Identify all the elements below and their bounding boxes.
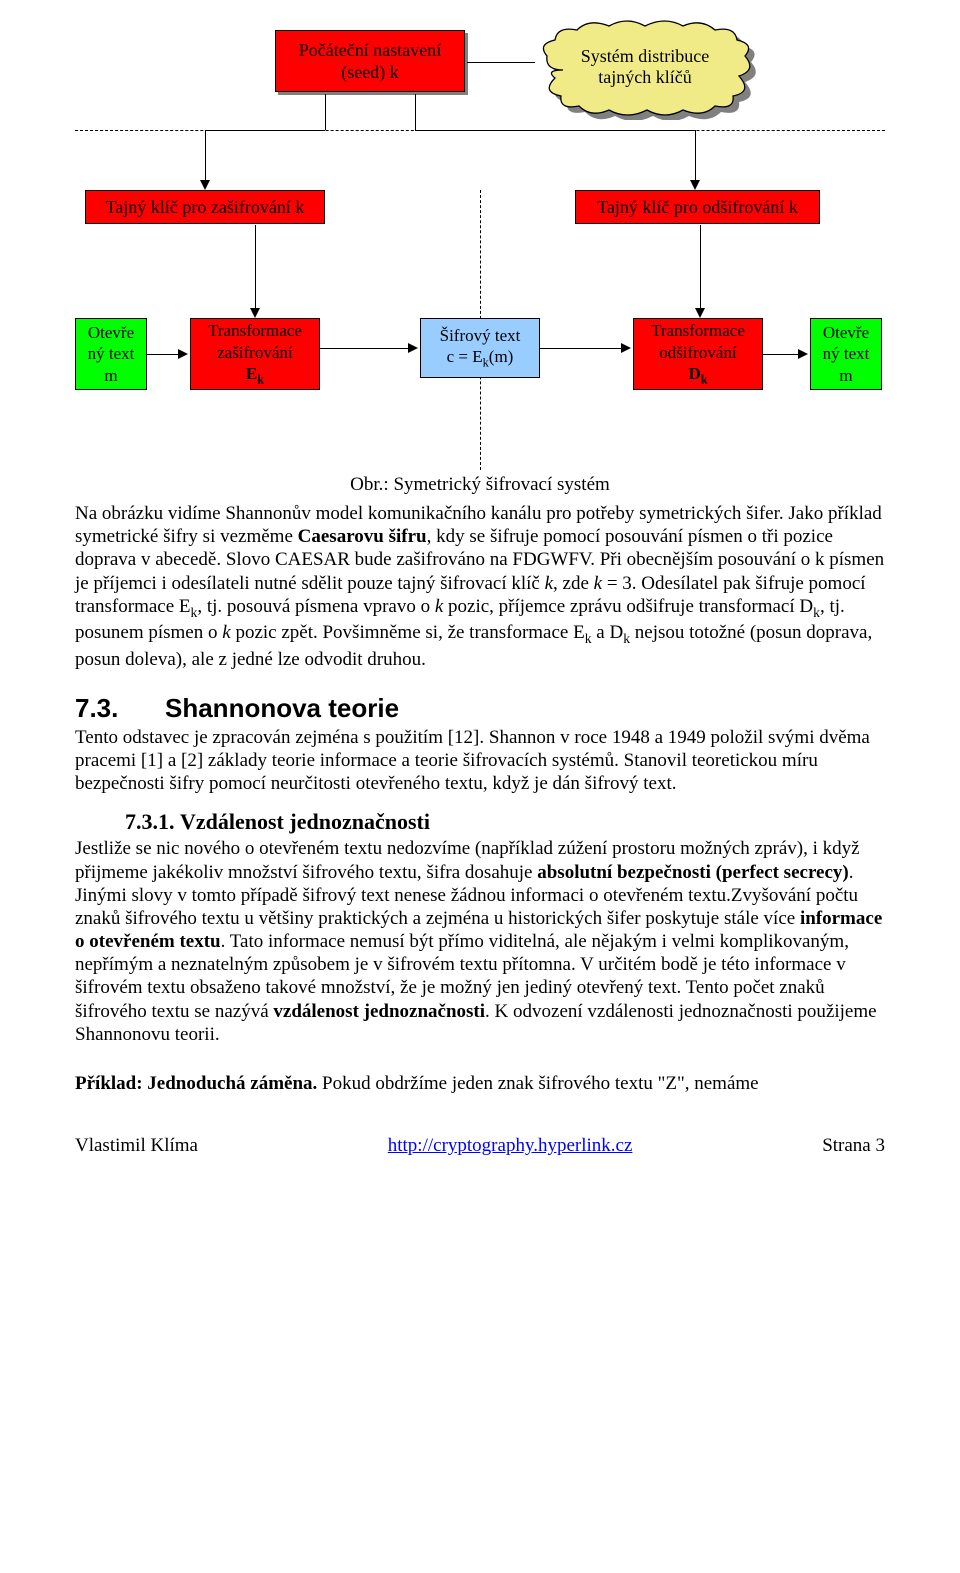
- footer-link[interactable]: http://cryptography.hyperlink.cz: [388, 1135, 633, 1157]
- arrow-h3-head: [621, 343, 631, 353]
- ciphertext-formula: c = Ek(m): [447, 346, 514, 371]
- key-encrypt-label: Tajný klíč pro zašifrování k: [106, 196, 305, 219]
- footer-author: Vlastimil Klíma: [75, 1135, 198, 1157]
- heading-7-3: 7.3.Shannonova teorie: [75, 693, 885, 724]
- transform-encrypt-label: Transformace zašifrování: [208, 320, 302, 363]
- plaintext-right-box: Otevře ný text m: [810, 318, 882, 390]
- transform-encrypt-box: Transformace zašifrování Ek: [190, 318, 320, 390]
- line-seed-cloud: [467, 62, 535, 63]
- footer-page: Strana 3: [822, 1135, 885, 1157]
- arrow-seed-right-v2: [695, 130, 696, 182]
- arrow-h2: [320, 348, 410, 349]
- arrow-key-enc: [255, 225, 256, 310]
- paragraph-example: Příklad: Jednoduchá záměna. Pokud obdrží…: [75, 1072, 885, 1095]
- ciphertext-box: Šifrový text c = Ek(m): [420, 318, 540, 378]
- seed-box: Počáteční nastavení (seed) k: [275, 30, 465, 92]
- arrow-h3: [540, 348, 623, 349]
- heading-7-3-1-num: 7.3.1.: [125, 809, 175, 834]
- paragraph-7-3-1: Jestliže se nic nového o otevřeném textu…: [75, 837, 885, 1046]
- heading-7-3-1-title: Vzdálenost jednoznačnosti: [180, 809, 430, 834]
- transform-encrypt-sym: Ek: [246, 363, 264, 388]
- key-encrypt-box: Tajný klíč pro zašifrování k: [85, 190, 325, 224]
- arrow-head-dec: [695, 308, 705, 318]
- plaintext-right-label: Otevře ný text m: [823, 322, 870, 386]
- cloud-label: Systém distribuce tajných klíčů: [535, 46, 755, 88]
- arrow-seed-right-v1: [415, 94, 416, 130]
- plaintext-left-box: Otevře ný text m: [75, 318, 147, 390]
- cloud-key-distribution: Systém distribuce tajných klíčů: [535, 20, 755, 116]
- heading-7-3-1: 7.3.1. Vzdálenost jednoznačnosti: [125, 809, 885, 835]
- paragraph-7-3: Tento odstavec je zpracován zejména s po…: [75, 726, 885, 796]
- transform-decrypt-label: Transformace odšifrování: [651, 320, 745, 363]
- arrow-seed-left-h: [205, 130, 325, 131]
- arrow-h4: [763, 354, 800, 355]
- arrow-h1-head: [178, 349, 188, 359]
- transform-decrypt-sym: Dk: [688, 363, 707, 388]
- arrow-seed-left-v1: [325, 94, 326, 130]
- heading-7-3-title: Shannonova teorie: [165, 693, 399, 723]
- ciphertext-label: Šifrový text: [440, 325, 521, 346]
- arrow-head-enc: [250, 308, 260, 318]
- arrow-h4-head: [798, 349, 808, 359]
- arrow-key-dec: [700, 225, 701, 310]
- symmetric-cipher-diagram: Počáteční nastavení (seed) k Systém dist…: [75, 20, 885, 470]
- arrow-h1: [147, 354, 180, 355]
- arrow-head-right-down: [690, 180, 700, 190]
- plaintext-left-label: Otevře ný text m: [88, 322, 135, 386]
- arrow-seed-right-h: [415, 130, 695, 131]
- key-decrypt-label: Tajný klíč pro odšifrování k: [597, 196, 798, 219]
- arrow-seed-left-v2: [205, 130, 206, 182]
- figure-caption: Obr.: Symetrický šifrovací systém: [75, 474, 885, 496]
- page-footer: Vlastimil Klíma http://cryptography.hype…: [75, 1135, 885, 1157]
- seed-box-label: Počáteční nastavení (seed) k: [299, 39, 441, 84]
- transform-decrypt-box: Transformace odšifrování Dk: [633, 318, 763, 390]
- key-decrypt-box: Tajný klíč pro odšifrování k: [575, 190, 820, 224]
- arrow-h2-head: [408, 343, 418, 353]
- heading-7-3-num: 7.3.: [75, 693, 165, 724]
- arrow-head-left: [200, 180, 210, 190]
- paragraph-intro: Na obrázku vidíme Shannonův model komuni…: [75, 502, 885, 671]
